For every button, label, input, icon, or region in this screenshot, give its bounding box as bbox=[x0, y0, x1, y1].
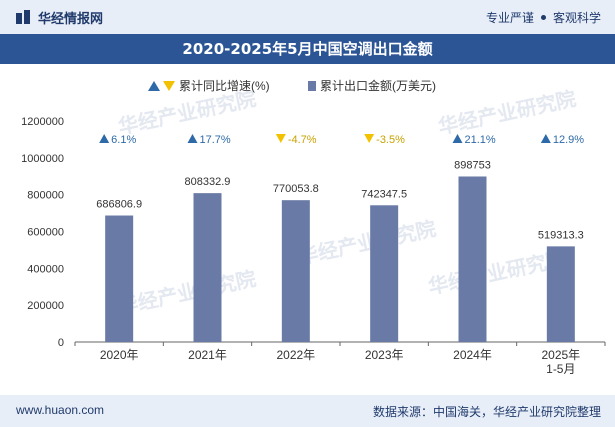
brand-name: 华经情报网 bbox=[38, 10, 104, 26]
growth-label: -4.7% bbox=[288, 134, 317, 146]
y-tick-label: 800000 bbox=[27, 190, 64, 202]
bar bbox=[193, 193, 222, 342]
watermark: 华经产业研究院 bbox=[116, 86, 258, 139]
y-tick-label: 200000 bbox=[27, 300, 64, 312]
bar-value-label: 742347.5 bbox=[361, 188, 407, 200]
x-tick-label: 2020年 bbox=[100, 348, 139, 362]
watermark: 华经产业研究院 bbox=[296, 216, 438, 269]
watermark: 华经产业研究院 bbox=[116, 266, 258, 319]
bar bbox=[370, 205, 399, 342]
y-tick-label: 400000 bbox=[27, 263, 64, 275]
growth-label: 12.9% bbox=[553, 134, 584, 146]
growth-up-icon bbox=[452, 134, 463, 143]
logo-icon bbox=[16, 10, 32, 24]
growth-up-icon bbox=[540, 134, 551, 143]
chart-title: 2020-2025年5月中国空调出口金额 bbox=[0, 34, 615, 64]
growth-down-icon bbox=[364, 134, 375, 143]
footer-source: 数据来源：中国海关，华经产业研究院整理 bbox=[372, 405, 601, 419]
growth-up-icon bbox=[187, 134, 198, 143]
y-tick-label: 0 bbox=[58, 337, 64, 349]
bullet-icon bbox=[540, 15, 546, 20]
y-tick-label: 600000 bbox=[27, 227, 64, 239]
header-bar: 华经情报网 专业严谨 客观科学 bbox=[0, 0, 615, 34]
legend-growth-up-icon bbox=[148, 81, 160, 91]
x-tick-label: 2025年 1-5月 bbox=[541, 348, 580, 376]
bar-value-label: 898753 bbox=[454, 159, 491, 171]
x-tick-label: 2023年 bbox=[365, 348, 404, 362]
growth-label: 17.7% bbox=[200, 134, 231, 146]
watermark: 华经产业研究院 bbox=[426, 246, 568, 299]
legend-growth-down-icon bbox=[163, 81, 175, 91]
bar bbox=[546, 246, 575, 342]
legend-amount-swatch bbox=[308, 81, 316, 91]
tag-objective: 客观科学 bbox=[552, 11, 601, 25]
chart: 华经产业研究院华经产业研究院华经产业研究院华经产业研究院华经产业研究院累计同比增… bbox=[21, 78, 606, 376]
growth-label: -3.5% bbox=[376, 134, 405, 146]
bar bbox=[458, 176, 487, 342]
growth-down-icon bbox=[275, 134, 286, 143]
x-tick-label: 2021年 bbox=[188, 348, 227, 362]
growth-label: 21.1% bbox=[465, 134, 496, 146]
header-tags: 专业严谨 客观科学 bbox=[486, 9, 601, 26]
bar-value-label: 686806.9 bbox=[96, 199, 142, 211]
footer-bar: www.huaon.com 数据来源：中国海关，华经产业研究院整理 bbox=[0, 395, 615, 427]
watermark: 华经产业研究院 bbox=[436, 86, 578, 139]
growth-label: 6.1% bbox=[111, 134, 136, 146]
legend-growth-label: 累计同比增速(%) bbox=[179, 79, 270, 93]
x-tick-label: 2022年 bbox=[276, 348, 315, 362]
x-tick-label: 2024年 bbox=[453, 348, 492, 362]
y-tick-label: 1000000 bbox=[21, 153, 64, 165]
bar-value-label: 519313.3 bbox=[538, 229, 584, 241]
growth-up-icon bbox=[99, 134, 110, 143]
brand: 华经情报网 bbox=[16, 8, 103, 26]
bar-value-label: 808332.9 bbox=[185, 176, 231, 188]
legend-amount-label: 累计出口金额(万美元) bbox=[320, 78, 436, 93]
bar bbox=[281, 200, 310, 342]
footer-url[interactable]: www.huaon.com bbox=[16, 403, 105, 417]
bar-value-label: 770053.8 bbox=[273, 183, 319, 195]
tag-professional: 专业严谨 bbox=[485, 11, 534, 25]
bar bbox=[105, 215, 134, 342]
y-tick-label: 1200000 bbox=[21, 116, 64, 128]
